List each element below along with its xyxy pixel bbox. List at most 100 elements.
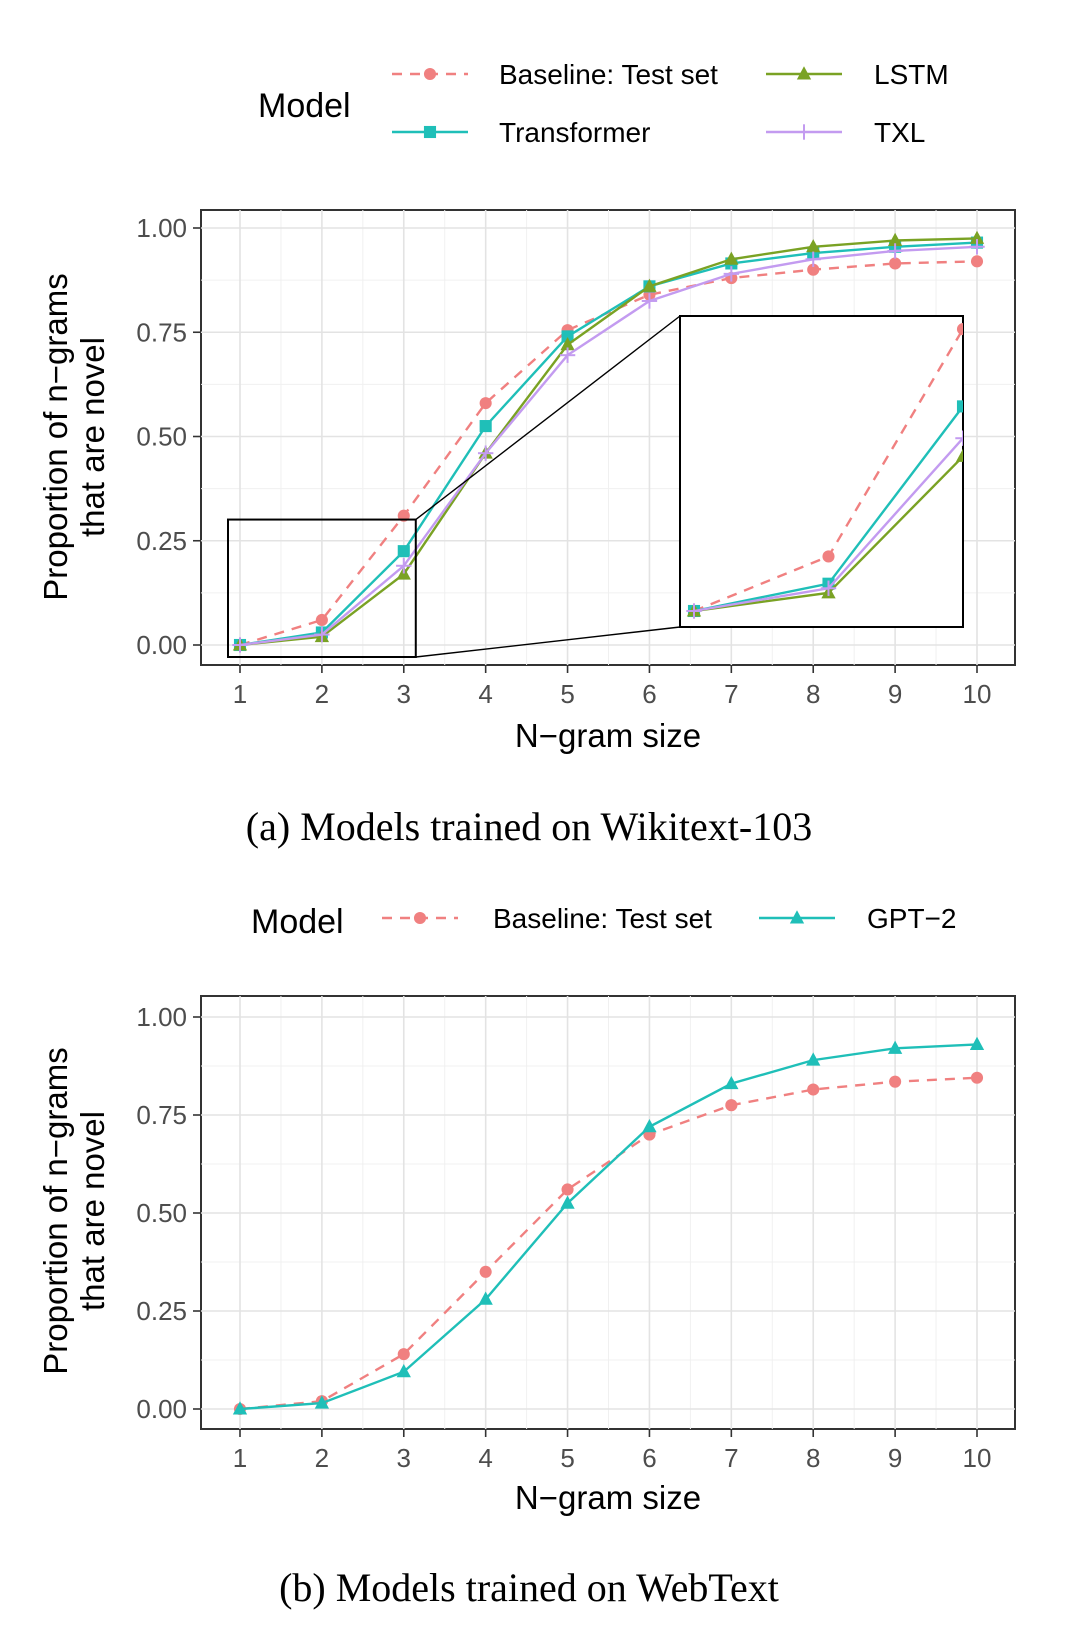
- inset-point-txl: [955, 430, 963, 446]
- inset-connector-top: [415, 315, 681, 521]
- data-point-lstm: [560, 337, 575, 351]
- y-tick-label: 0.50: [136, 422, 187, 452]
- legend-key-marker-txl: [796, 124, 812, 140]
- data-point-lstm: [969, 230, 985, 244]
- legend-label-gpt-2: GPT−2: [867, 903, 956, 934]
- data-point-txl: [723, 266, 740, 282]
- x-tick-label: 5: [560, 1443, 574, 1473]
- y-tick-label: 0.25: [136, 1296, 187, 1326]
- data-point-baseline-test-set: [479, 1265, 492, 1278]
- data-point-transformer: [397, 545, 410, 558]
- x-tick-label: 9: [888, 679, 902, 709]
- data-point-gpt-2: [887, 1040, 903, 1054]
- chart-b-xlabel: N−gram size: [515, 1479, 701, 1516]
- series-line-lstm: [239, 237, 978, 647]
- x-tick-label: 4: [478, 679, 492, 709]
- legend-label-transformer: Transformer: [499, 117, 650, 148]
- x-tick-label: 6: [642, 1443, 656, 1473]
- x-tick-label: 7: [724, 1443, 738, 1473]
- data-point-txl: [477, 445, 494, 461]
- y-tick-label: 0.25: [136, 526, 187, 556]
- x-tick-label: 4: [478, 1443, 492, 1473]
- data-point-gpt-2: [806, 1052, 821, 1066]
- x-tick-label: 7: [724, 679, 738, 709]
- y-tick-label: 0.50: [136, 1198, 187, 1228]
- inset-point-lstm: [955, 448, 963, 462]
- data-point-gpt-2: [969, 1036, 985, 1050]
- data-point-baseline-test-set: [970, 1071, 984, 1084]
- data-point-baseline-test-set: [397, 1348, 410, 1361]
- legend-label-lstm: LSTM: [874, 59, 949, 90]
- inset-series: [686, 323, 963, 619]
- x-tick-label: 6: [642, 679, 656, 709]
- series-line-gpt-2: [239, 1043, 978, 1411]
- data-point-transformer: [561, 330, 574, 343]
- data-point-gpt-2: [724, 1075, 739, 1090]
- legend-label-baseline-test-set: Baseline: Test set: [493, 903, 712, 934]
- x-tick-label: 5: [560, 679, 574, 709]
- x-tick-label: 1: [233, 1443, 247, 1473]
- data-point-txl: [969, 239, 985, 255]
- chart-b-legend-title: Model: [251, 903, 344, 941]
- series-line-txl: [239, 245, 978, 647]
- chart-b-caption: (b) Models trained on WebText: [279, 1565, 779, 1610]
- y-tick-label: 1.00: [136, 213, 187, 243]
- x-tick-label: 2: [315, 679, 329, 709]
- data-point-txl: [887, 243, 903, 259]
- data-point-baseline-test-set: [807, 263, 820, 276]
- data-point-txl: [559, 347, 576, 363]
- inset-panel: [679, 315, 964, 628]
- x-tick-label: 1: [233, 679, 247, 709]
- chart-a-legend: Model Baseline: Test set Transformer LSTM T…: [258, 59, 949, 148]
- inset-point-txl: [686, 603, 702, 619]
- inset-point-txl: [820, 580, 837, 596]
- chart-b-legend: Model Baseline: Test set GPT−2: [251, 903, 956, 941]
- data-point-lstm: [642, 278, 657, 292]
- inset-line-baseline-test-set: [693, 326, 963, 613]
- series-line-baseline-test-set: [239, 1076, 978, 1411]
- x-tick-label: 8: [806, 679, 820, 709]
- inset-connector-bottom: [415, 626, 681, 658]
- data-point-txl: [805, 251, 821, 267]
- inset-line-transformer: [693, 403, 963, 613]
- data-point-gpt-2: [642, 1119, 657, 1133]
- y-tick-label: 1.00: [136, 1002, 187, 1032]
- inset-point-baseline-test-set: [822, 550, 835, 563]
- chart-a-ylabel-line2: that are novel: [74, 337, 111, 537]
- data-point-txl: [232, 637, 248, 653]
- data-point-gpt-2: [478, 1291, 493, 1305]
- x-tick-label: 10: [963, 1443, 992, 1473]
- chart-b-ylabel-line1: Proportion of n−grams: [37, 1047, 74, 1374]
- data-point-baseline-test-set: [479, 397, 492, 410]
- inset-point-transformer: [956, 400, 963, 413]
- inset-point-baseline-test-set: [956, 323, 963, 336]
- chart-a: Model Baseline: Test set Transformer LSTM T…: [37, 59, 1016, 849]
- x-tick-label: 9: [888, 1443, 902, 1473]
- y-tick-label: 0.00: [136, 1394, 187, 1424]
- data-point-baseline-test-set: [315, 613, 328, 627]
- chart-a-xlabel: N−gram size: [515, 717, 701, 754]
- legend-label-txl: TXL: [874, 117, 925, 148]
- chart-a-ylabel-line1: Proportion of n−grams: [37, 273, 74, 600]
- legend-key-marker-gpt-2: [789, 910, 805, 924]
- legend-key-marker-baseline-test-set: [413, 911, 427, 925]
- data-point-baseline-test-set: [561, 1183, 574, 1196]
- inset-line-lstm: [693, 453, 963, 613]
- data-point-lstm: [887, 232, 903, 247]
- legend-key-marker-baseline-test-set: [423, 67, 437, 81]
- chart-a-legend-title: Model: [258, 87, 351, 125]
- chart-a-y-axis-title: Proportion of n−grams that are novel: [37, 273, 111, 600]
- zoom-source-box: [227, 518, 417, 658]
- chart-b-ylabel-line2: that are novel: [74, 1111, 111, 1311]
- data-point-txl: [314, 626, 330, 643]
- data-point-baseline-test-set: [807, 1083, 820, 1096]
- legend-key-marker-transformer: [423, 125, 437, 139]
- legend-key-marker-lstm: [796, 66, 812, 80]
- chart-b: Model Baseline: Test set GPT−2 Proportion…: [37, 903, 1016, 1610]
- data-point-gpt-2: [314, 1395, 330, 1409]
- data-point-gpt-2: [560, 1195, 575, 1209]
- x-tick-label: 10: [963, 679, 992, 709]
- data-point-baseline-test-set: [970, 255, 984, 268]
- data-point-lstm: [806, 239, 821, 253]
